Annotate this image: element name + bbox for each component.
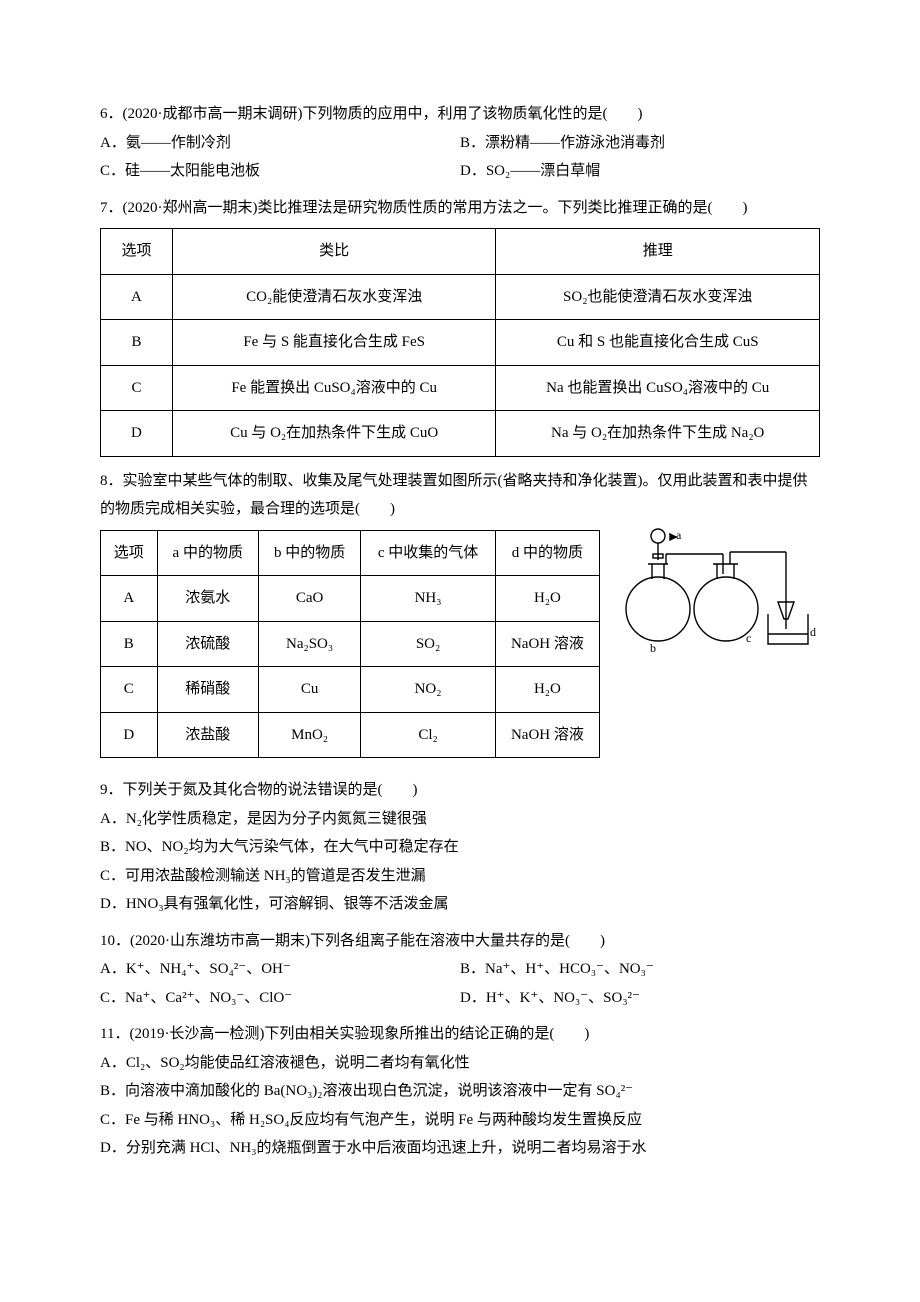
th: 类比 [172, 229, 496, 275]
table-row: C 稀硝酸 Cu NO₂ H₂O [101, 667, 600, 713]
q6-stem: 6．(2020·成都市高一期末调研)下列物质的应用中，利用了该物质氧化性的是( … [100, 100, 820, 129]
q10-stem: 10．(2020·山东潍坊市高一期末)下列各组离子能在溶液中大量共存的是( ) [100, 927, 820, 956]
q9-stem: 9．下列关于氮及其化合物的说法错误的是( ) [100, 776, 820, 805]
table-row: A CO₂能使澄清石灰水变浑浊 SO₂也能使澄清石灰水变浑浊 [101, 274, 820, 320]
apparatus-diagram-icon: a b c d [618, 524, 818, 669]
label-a: a [676, 528, 682, 542]
table-row: 选项 类比 推理 [101, 229, 820, 275]
q10-opt-a: A．K⁺、NH₄⁺、SO₄²⁻、OH⁻ [100, 955, 460, 984]
q11-opt-b: B．向溶液中滴加酸化的 Ba(NO₃)₂溶液出现白色沉淀，说明该溶液中一定有 S… [100, 1077, 820, 1106]
q10-opt-d: D．H⁺、K⁺、NO₃⁻、SO₃²⁻ [460, 984, 820, 1013]
q9-opt-c: C．可用浓盐酸检测输送 NH₃的管道是否发生泄漏 [100, 862, 820, 891]
q7-table: 选项 类比 推理 A CO₂能使澄清石灰水变浑浊 SO₂也能使澄清石灰水变浑浊 … [100, 228, 820, 457]
q10-opt-b: B．Na⁺、H⁺、HCO₃⁻、NO₃⁻ [460, 955, 820, 984]
label-b: b [650, 641, 656, 655]
question-6: 6．(2020·成都市高一期末调研)下列物质的应用中，利用了该物质氧化性的是( … [100, 100, 820, 186]
table-row: 选项 a 中的物质 b 中的物质 c 中收集的气体 d 中的物质 [101, 530, 600, 576]
q6-opt-a: A．氨——作制冷剂 [100, 129, 460, 158]
th: 选项 [101, 229, 173, 275]
question-9: 9．下列关于氮及其化合物的说法错误的是( ) A．N₂化学性质稳定，是因为分子内… [100, 776, 820, 919]
q6-opt-b: B．漂粉精——作游泳池消毒剂 [460, 129, 820, 158]
table-row: A 浓氨水 CaO NH₃ H₂O [101, 576, 600, 622]
question-8: 8．实验室中某些气体的制取、收集及尾气处理装置如图所示(省略夹持和净化装置)。仅… [100, 467, 820, 769]
label-c: c [746, 631, 751, 645]
table-row: C Fe 能置换出 CuSO₄溶液中的 Cu Na 也能置换出 CuSO₄溶液中… [101, 365, 820, 411]
q6-opt-c: C．硅——太阳能电池板 [100, 157, 460, 186]
q7-stem: 7．(2020·郑州高一期末)类比推理法是研究物质性质的常用方法之一。下列类比推… [100, 194, 820, 223]
table-row: D 浓盐酸 MnO₂ Cl₂ NaOH 溶液 [101, 712, 600, 758]
q6-opt-d: D．SO₂——漂白草帽 [460, 157, 820, 186]
q10-opt-c: C．Na⁺、Ca²⁺、NO₃⁻、ClO⁻ [100, 984, 460, 1013]
table-row: B 浓硫酸 Na₂SO₃ SO₂ NaOH 溶液 [101, 621, 600, 667]
label-d: d [810, 625, 816, 639]
q11-opt-d: D．分别充满 HCl、NH₃的烧瓶倒置于水中后液面均迅速上升，说明二者均易溶于水 [100, 1134, 820, 1163]
q11-opt-a: A．Cl₂、SO₂均能使品红溶液褪色，说明二者均有氧化性 [100, 1049, 820, 1078]
q8-table: 选项 a 中的物质 b 中的物质 c 中收集的气体 d 中的物质 A 浓氨水 C… [100, 530, 600, 759]
q9-opt-a: A．N₂化学性质稳定，是因为分子内氮氮三键很强 [100, 805, 820, 834]
q11-stem: 11．(2019·长沙高一检测)下列由相关实验现象所推出的结论正确的是( ) [100, 1020, 820, 1049]
question-7: 7．(2020·郑州高一期末)类比推理法是研究物质性质的常用方法之一。下列类比推… [100, 194, 820, 457]
table-row: D Cu 与 O₂在加热条件下生成 CuO Na 与 O₂在加热条件下生成 Na… [101, 411, 820, 457]
question-11: 11．(2019·长沙高一检测)下列由相关实验现象所推出的结论正确的是( ) A… [100, 1020, 820, 1163]
table-row: B Fe 与 S 能直接化合生成 FeS Cu 和 S 也能直接化合生成 CuS [101, 320, 820, 366]
question-10: 10．(2020·山东潍坊市高一期末)下列各组离子能在溶液中大量共存的是( ) … [100, 927, 820, 1013]
q11-opt-c: C．Fe 与稀 HNO₃、稀 H₂SO₄反应均有气泡产生，说明 Fe 与两种酸均… [100, 1106, 820, 1135]
q8-stem: 8．实验室中某些气体的制取、收集及尾气处理装置如图所示(省略夹持和净化装置)。仅… [100, 467, 820, 524]
q9-opt-d: D．HNO₃具有强氧化性，可溶解铜、银等不活泼金属 [100, 890, 820, 919]
q9-opt-b: B．NO、NO₂均为大气污染气体，在大气中可稳定存在 [100, 833, 820, 862]
th: 推理 [496, 229, 820, 275]
